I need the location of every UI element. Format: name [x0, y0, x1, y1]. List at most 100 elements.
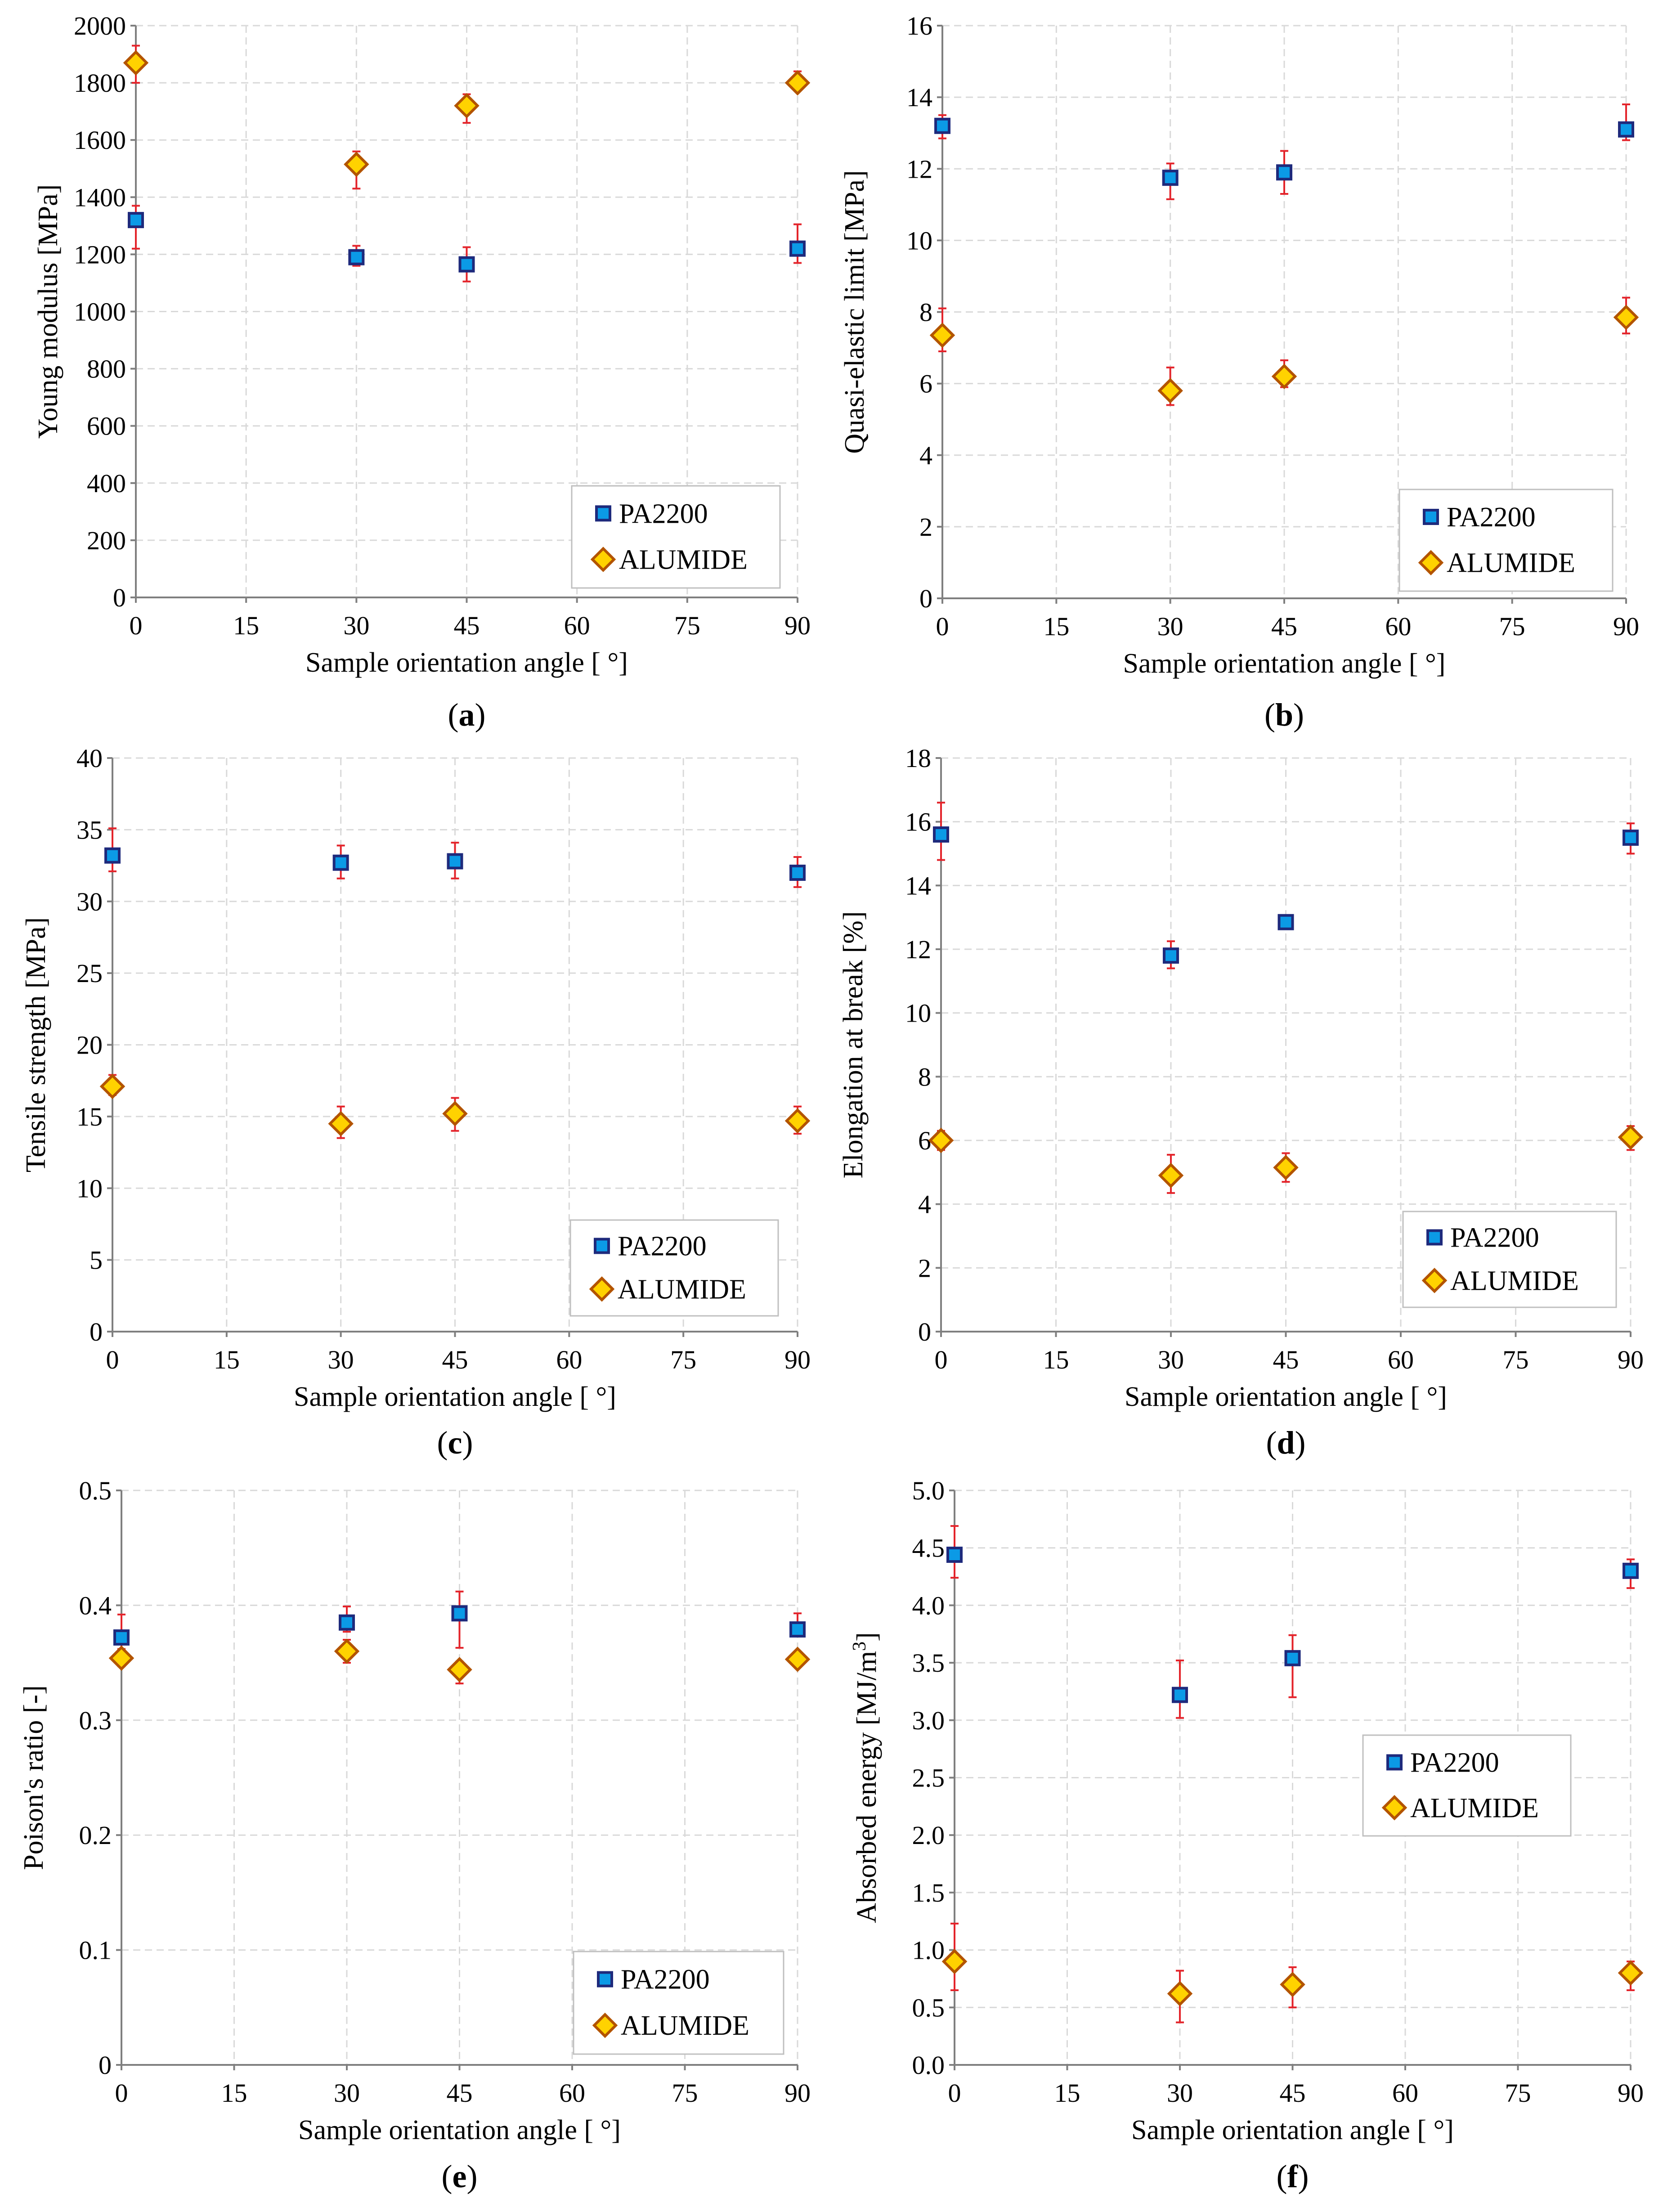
legend-box [573, 1951, 784, 2055]
x-tick-label-6: 90 [1618, 1345, 1644, 1374]
series-pa2200 [113, 1590, 806, 1650]
y-axis-title: Elongation at break [%] [838, 911, 869, 1179]
y-tick-label-6: 30 [76, 887, 103, 916]
chart-e: 0 0.1 0.2 0.3 0.4 0.5 0 15 30 45 60 75 90 Sample orie… [18, 1476, 811, 2194]
data-point-pa2200-0 [934, 117, 950, 134]
series-pa2200 [104, 827, 806, 888]
data-point-pa2200-1 [1162, 170, 1179, 186]
panel-label: (c) [437, 1425, 473, 1461]
x-axis-title: Sample orientation angle [ °] [305, 647, 628, 678]
y-tick-label-8: 1600 [74, 126, 126, 155]
chart-c: 0 5 10 15 20 25 30 35 40 0 15 30 45 60 75 90 Sample orie… [21, 744, 811, 1461]
y-tick-label-0: 0 [90, 1317, 103, 1346]
series-pa2200 [934, 103, 1634, 200]
x-tick-label-1: 15 [1043, 1345, 1069, 1374]
y-tick-label-2: 10 [76, 1174, 103, 1203]
legend-marker-alumide [589, 1276, 615, 1302]
legend: PA2200 ALUMIDE [569, 1219, 779, 1317]
x-tick-label-4: 60 [1385, 612, 1411, 641]
x-tick-label-1: 15 [214, 1345, 240, 1374]
data-point-alumide-0 [928, 1127, 954, 1153]
legend-box [1402, 1211, 1617, 1308]
legend-marker-pa2200 [597, 1971, 613, 1988]
y-tick-label-0: 0 [113, 583, 126, 612]
data-point-pa2200-3 [1623, 1562, 1639, 1579]
y-tick-label-4: 20 [76, 1031, 103, 1060]
legend-label-pa2200: PA2200 [1447, 502, 1536, 533]
legend-label-alumide: ALUMIDE [619, 544, 748, 575]
x-tick-label-5: 75 [1499, 612, 1525, 641]
legend: PA2200 ALUMIDE [571, 485, 781, 589]
y-tick-label-3: 6 [919, 369, 932, 399]
y-tick-label-8: 16 [905, 808, 931, 837]
y-tick-label-5: 1000 [74, 297, 126, 327]
data-point-pa2200-2 [1284, 1650, 1301, 1666]
y-tick-label-5: 10 [905, 999, 931, 1028]
y-tick-label-10: 2000 [74, 11, 126, 40]
x-tick-label-1: 15 [233, 611, 259, 640]
x-tick-label-2: 30 [1167, 2078, 1193, 2108]
x-tick-label-2: 30 [1157, 612, 1183, 641]
x-tick-label-3: 45 [1271, 612, 1297, 641]
x-tick-label-2: 30 [343, 611, 369, 640]
series-alumide [108, 1638, 811, 1685]
legend-label-alumide: ALUMIDE [1447, 548, 1575, 579]
y-tick-label-9: 18 [905, 744, 931, 773]
legend-label-alumide: ALUMIDE [1450, 1265, 1579, 1296]
x-tick-label-2: 30 [328, 1345, 354, 1374]
series-pa2200 [933, 802, 1639, 969]
series-alumide [941, 1922, 1644, 2024]
y-tick-label-9: 1800 [74, 68, 126, 98]
y-tick-label-5: 10 [906, 226, 932, 255]
y-tick-label-9: 4.5 [912, 1534, 945, 1563]
x-tick-label-0: 0 [948, 2078, 961, 2108]
y-tick-label-3: 15 [76, 1102, 103, 1131]
data-point-alumide-3 [1613, 305, 1639, 330]
y-tick-label-7: 1400 [74, 183, 126, 212]
y-tick-label-6: 1200 [74, 240, 126, 269]
y-tick-label-2: 1.0 [912, 1936, 945, 1965]
data-point-alumide-2 [1280, 1971, 1305, 1997]
panel-label: (e) [442, 2158, 478, 2194]
x-tick-label-0: 0 [115, 2078, 128, 2108]
legend-marker-pa2200 [1423, 509, 1439, 525]
y-tick-label-1: 2 [919, 512, 932, 542]
y-tick-label-4: 800 [87, 354, 126, 384]
x-tick-label-3: 45 [447, 2078, 473, 2108]
panel-label: (d) [1266, 1425, 1305, 1461]
series-alumide [929, 296, 1639, 406]
legend-marker-alumide [1381, 1795, 1407, 1821]
x-axis-title: Sample orientation angle [ °] [294, 1382, 616, 1412]
data-point-pa2200-0 [113, 1629, 130, 1646]
x-tick-label-1: 15 [1043, 612, 1069, 641]
data-point-alumide-0 [941, 1948, 968, 1974]
y-axis-title: Quasi-elastic limit [MPa] [839, 170, 870, 453]
y-tick-label-0: 0.0 [912, 2050, 945, 2080]
data-point-alumide-2 [447, 1657, 472, 1683]
y-tick-label-2: 0.2 [79, 1821, 112, 1850]
x-tick-label-5: 75 [1503, 1345, 1529, 1374]
data-point-alumide-1 [328, 1111, 354, 1137]
x-tick-label-4: 60 [1388, 1345, 1414, 1374]
x-tick-label-5: 75 [1505, 2078, 1531, 2108]
series-alumide [928, 1124, 1644, 1194]
y-tick-label-1: 2 [918, 1253, 931, 1283]
data-point-pa2200-3 [789, 1621, 806, 1638]
data-point-pa2200-1 [332, 854, 349, 871]
legend-label-pa2200: PA2200 [618, 1231, 707, 1262]
data-point-pa2200-2 [458, 256, 475, 273]
data-point-alumide-0 [929, 322, 955, 348]
y-tick-label-1: 5 [90, 1246, 103, 1275]
data-point-pa2200-1 [339, 1614, 355, 1631]
x-tick-label-1: 15 [221, 2078, 247, 2108]
data-point-alumide-1 [344, 151, 369, 177]
x-tick-label-3: 45 [442, 1345, 468, 1374]
y-tick-label-1: 200 [87, 526, 126, 555]
data-point-pa2200-0 [946, 1547, 963, 1563]
y-tick-label-0: 0 [919, 584, 932, 613]
legend-label-pa2200: PA2200 [1450, 1223, 1539, 1253]
y-tick-label-8: 40 [76, 744, 103, 773]
y-tick-label-4: 8 [919, 298, 932, 327]
